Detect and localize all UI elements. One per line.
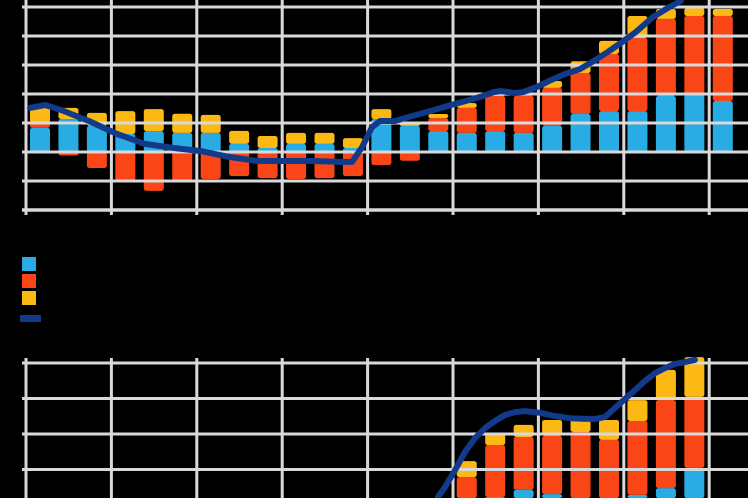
bar-segment-orange	[513, 436, 534, 490]
bar-segment-orange	[542, 435, 563, 495]
bar-segment-yellow	[684, 357, 705, 397]
bar-segment-yellow	[485, 433, 506, 446]
bar-segment-cyan	[456, 132, 477, 152]
bar-segment-yellow	[314, 132, 335, 144]
bar-segment-yellow	[428, 114, 449, 119]
bar-segment-negative-orange	[314, 152, 335, 179]
bar-segment-orange	[627, 38, 648, 112]
bar-segment-yellow	[30, 105, 50, 123]
bar-segment-cyan	[513, 132, 534, 152]
bar-segment-negative-orange	[257, 152, 278, 179]
bar-segment-cyan	[712, 100, 733, 152]
bar-segment-cyan	[399, 125, 420, 152]
bar-segment-orange	[456, 477, 477, 498]
bar-segment-yellow	[229, 130, 250, 144]
bar-segment-yellow	[655, 369, 676, 401]
bar-segment-yellow	[627, 400, 648, 422]
bar-segment-yellow	[684, 7, 705, 16]
bar-segment-orange	[627, 421, 648, 495]
bar-segment-orange	[485, 445, 506, 497]
bar-segment-cyan	[542, 494, 563, 498]
bar-segment-yellow	[712, 9, 733, 16]
legend-item-orange	[20, 274, 49, 288]
bottom-panel-bars	[456, 357, 705, 498]
bar-segment-yellow	[599, 419, 619, 440]
legend-item-cyan	[20, 257, 49, 271]
bar-segment-cyan	[229, 143, 250, 152]
bar-segment-orange	[485, 96, 506, 132]
bar-segment-orange	[513, 95, 534, 133]
bar-segment-yellow	[371, 109, 392, 119]
bottom-panel-trend-line	[435, 356, 698, 498]
legend-swatch-cyan-icon	[22, 257, 36, 271]
bar-segment-orange	[684, 15, 705, 95]
bar-segment-yellow	[542, 419, 563, 436]
bar-segment-negative-orange	[172, 152, 193, 181]
legend-swatch-navy-line-icon	[20, 314, 41, 322]
bar-segment-cyan	[627, 494, 648, 498]
top-panel	[22, 0, 748, 215]
bar-segment-negative-orange	[143, 152, 164, 191]
top-panel-trend-line	[27, 0, 684, 165]
bar-segment-negative-orange	[286, 152, 307, 179]
bar-segment-negative-orange	[371, 152, 392, 166]
legend-swatch-orange-icon	[22, 274, 36, 288]
legend-item-yellow	[20, 291, 49, 305]
bar-segment-yellow	[257, 136, 278, 148]
chart-legend	[20, 257, 49, 325]
bar-segment-yellow	[342, 138, 363, 148]
bar-segment-orange	[542, 87, 563, 126]
bar-segment-cyan	[542, 125, 563, 152]
bar-segment-cyan	[655, 488, 676, 498]
bar-segment-cyan	[86, 125, 107, 152]
bar-segment-orange	[456, 107, 477, 133]
legend-swatch-yellow-icon	[22, 291, 36, 305]
bar-segment-yellow	[143, 109, 164, 132]
bar-segment-cyan	[286, 143, 307, 152]
bar-segment-cyan	[314, 143, 335, 152]
bar-segment-orange	[655, 18, 676, 97]
bar-segment-orange	[684, 396, 705, 468]
bottom-panel	[22, 356, 748, 498]
bar-segment-orange	[712, 15, 733, 101]
bar-segment-cyan	[513, 489, 534, 498]
bar-segment-negative-orange	[86, 152, 107, 168]
bar-segment-cyan	[428, 131, 449, 152]
bar-segment-cyan	[30, 127, 50, 152]
bar-segment-cyan	[684, 467, 705, 498]
bar-segment-cyan	[485, 131, 506, 152]
legend-item-navy-line	[20, 311, 49, 325]
bar-segment-negative-orange	[200, 152, 221, 179]
bar-segment-orange	[428, 118, 449, 132]
bar-segment-cyan	[200, 132, 221, 152]
bar-segment-cyan	[570, 114, 591, 152]
bar-segment-negative-orange	[399, 152, 420, 161]
bar-segment-orange	[599, 53, 619, 112]
bar-segment-cyan	[599, 111, 619, 152]
bar-segment-orange	[570, 432, 591, 498]
bar-segment-cyan	[58, 118, 79, 152]
bar-segment-negative-orange	[115, 152, 136, 181]
bar-segment-cyan	[627, 111, 648, 152]
bar-segment-orange	[655, 400, 676, 489]
bar-segment-yellow	[286, 132, 307, 144]
